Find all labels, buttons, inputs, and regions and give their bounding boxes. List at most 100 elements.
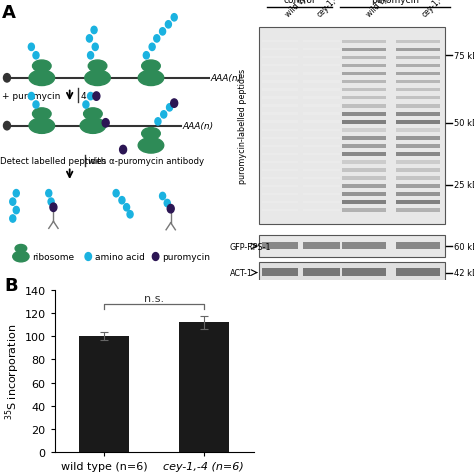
Ellipse shape	[85, 71, 110, 86]
Text: 4 h: 4 h	[82, 91, 96, 100]
Bar	[396, 72, 440, 76]
Bar	[342, 177, 386, 180]
Text: ACT-1: ACT-1	[230, 268, 253, 278]
Bar	[342, 153, 386, 157]
Circle shape	[10, 216, 16, 223]
Bar	[262, 178, 298, 179]
Circle shape	[10, 198, 16, 206]
Circle shape	[46, 190, 52, 198]
Bar	[303, 193, 340, 196]
Bar	[303, 57, 340, 60]
Bar	[262, 193, 298, 196]
Ellipse shape	[142, 61, 160, 73]
Bar	[396, 113, 440, 116]
Circle shape	[85, 253, 91, 261]
Ellipse shape	[80, 119, 106, 134]
Bar	[303, 129, 340, 131]
Text: n.s.: n.s.	[144, 294, 164, 304]
Bar	[303, 201, 340, 204]
Bar	[262, 209, 298, 212]
Bar	[396, 80, 440, 84]
Text: control: control	[284, 0, 315, 5]
Text: amino acid: amino acid	[95, 252, 145, 261]
Ellipse shape	[15, 245, 27, 253]
Bar	[342, 72, 386, 76]
Bar	[303, 97, 340, 99]
Circle shape	[113, 190, 119, 198]
Ellipse shape	[138, 139, 164, 154]
Bar	[262, 121, 298, 123]
Circle shape	[119, 197, 125, 205]
Bar	[303, 89, 340, 91]
Bar	[303, 243, 340, 250]
Bar	[303, 137, 340, 139]
Bar	[262, 41, 298, 43]
Bar	[303, 65, 340, 67]
Bar	[396, 193, 440, 197]
Bar	[396, 243, 440, 250]
Circle shape	[88, 52, 93, 60]
Text: cey-1,-4: cey-1,-4	[420, 0, 448, 19]
Bar	[303, 81, 340, 83]
Bar	[396, 185, 440, 188]
Bar	[262, 97, 298, 99]
Bar	[262, 153, 298, 156]
Circle shape	[171, 15, 177, 22]
Bar	[262, 81, 298, 83]
Bar	[342, 201, 386, 205]
Bar	[303, 153, 340, 156]
Bar	[303, 105, 340, 108]
Text: puromycin-labelled peptides: puromycin-labelled peptides	[237, 69, 246, 184]
Circle shape	[160, 193, 165, 200]
Circle shape	[83, 102, 89, 109]
Bar	[303, 169, 340, 172]
Bar	[396, 169, 440, 172]
Bar	[342, 121, 386, 124]
FancyBboxPatch shape	[259, 263, 445, 284]
Circle shape	[171, 99, 178, 108]
Circle shape	[124, 204, 129, 211]
Bar	[396, 105, 440, 108]
Bar	[303, 73, 340, 75]
Bar	[342, 129, 386, 132]
Bar	[303, 269, 340, 277]
Bar	[396, 65, 440, 68]
Bar	[342, 105, 386, 108]
Text: 60 kDa: 60 kDa	[455, 242, 474, 251]
Bar	[262, 145, 298, 148]
Bar	[342, 137, 386, 140]
Circle shape	[13, 207, 19, 214]
Text: + puromycin: + puromycin	[2, 91, 61, 100]
Bar	[396, 97, 440, 100]
Bar	[342, 243, 386, 250]
Bar	[342, 169, 386, 172]
Circle shape	[88, 93, 93, 100]
Text: puromycin: puromycin	[371, 0, 419, 5]
Text: B: B	[5, 276, 18, 294]
Text: wild type: wild type	[283, 0, 315, 19]
Bar	[262, 169, 298, 172]
Text: puromycin: puromycin	[163, 252, 210, 261]
Bar	[342, 185, 386, 188]
FancyBboxPatch shape	[259, 28, 445, 225]
Circle shape	[102, 119, 109, 128]
Circle shape	[33, 52, 39, 60]
Bar	[396, 129, 440, 132]
Bar	[396, 161, 440, 164]
Ellipse shape	[33, 109, 51, 120]
Y-axis label: $^{35}$S incorporation: $^{35}$S incorporation	[3, 323, 22, 419]
Circle shape	[149, 44, 155, 51]
Text: Detect labelled peptides: Detect labelled peptides	[0, 157, 106, 166]
Bar	[342, 145, 386, 149]
Bar	[262, 201, 298, 204]
Bar	[262, 129, 298, 131]
Bar	[342, 97, 386, 100]
Bar	[303, 209, 340, 212]
Circle shape	[93, 93, 100, 101]
Bar	[262, 113, 298, 116]
Bar	[262, 57, 298, 60]
Circle shape	[50, 204, 57, 212]
Bar	[396, 209, 440, 213]
Bar	[342, 89, 386, 92]
Circle shape	[28, 44, 35, 51]
